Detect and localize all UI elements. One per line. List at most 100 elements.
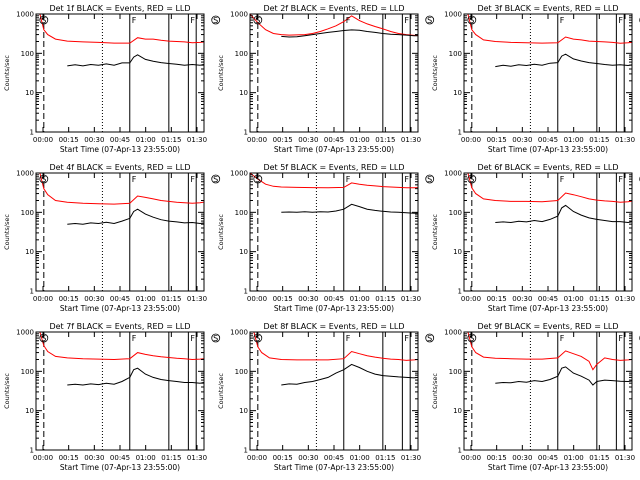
flag-s-marker [253, 174, 263, 184]
y-tick-label: 100 [235, 209, 248, 217]
x-tick-label: 00:00 [247, 454, 267, 462]
x-tick-label: 00:45 [324, 454, 344, 462]
x-tick-label: 01:15 [161, 136, 181, 144]
x-tick-label: 00:30 [512, 295, 532, 303]
x-tick-label: 00:00 [33, 295, 53, 303]
flag-s-marker [39, 333, 49, 343]
panel-title: Det 5f BLACK = Events, RED = LLD [263, 163, 404, 172]
flag-label: S [255, 175, 260, 184]
flag-s-marker [211, 174, 221, 184]
series-lld [36, 332, 204, 361]
flag-label: F [560, 175, 565, 184]
x-tick-label: 01:30 [187, 136, 207, 144]
panel-title: Det 4f BLACK = Events, RED = LLD [49, 163, 190, 172]
panel-det-4: Det 4f BLACK = Events, RED = LLD Counts/s… [3, 163, 221, 313]
x-tick-label: 00:30 [84, 295, 104, 303]
panel-title: Det 3f BLACK = Events, RED = LLD [477, 4, 618, 13]
plot-area [464, 173, 632, 291]
y-tick-label: 1 [244, 288, 248, 296]
x-tick-label: 00:15 [273, 136, 293, 144]
x-tick-label: 00:00 [461, 136, 481, 144]
panel-title: Det 1f BLACK = Events, RED = LLD [49, 4, 190, 13]
x-tick-label: 00:45 [538, 454, 558, 462]
plot-area [36, 173, 204, 291]
panel-det-9: Det 9f BLACK = Events, RED = LLD Counts/s… [431, 322, 640, 472]
x-tick-label: 01:15 [161, 454, 181, 462]
y-tick-label: 100 [449, 50, 462, 58]
y-tick-label: 1000 [230, 329, 248, 337]
x-tick-label: 01:00 [136, 454, 156, 462]
x-axis-label: Start Time (07-Apr-13 23:55:00) [488, 463, 608, 472]
x-tick-label: 01:15 [161, 295, 181, 303]
flag-s-marker [425, 15, 435, 25]
flag-label: F [190, 16, 195, 25]
flag-label: F [132, 16, 137, 25]
plot-frame [463, 331, 633, 451]
flag-label: F [618, 334, 623, 343]
y-tick-label: 1000 [16, 170, 34, 178]
y-tick-label: 1 [30, 129, 34, 137]
y-axis-label: Counts/sec [431, 55, 439, 91]
x-tick-label: 01:00 [350, 295, 370, 303]
y-tick-label: 10 [453, 407, 462, 415]
y-tick-label: 100 [235, 50, 248, 58]
panel-det-7: Det 7f BLACK = Events, RED = LLD Counts/s… [3, 322, 221, 472]
y-axis-label: Counts/sec [217, 214, 225, 250]
plot-area [250, 14, 418, 132]
x-tick-label: 00:15 [487, 454, 507, 462]
y-tick-label: 10 [25, 89, 34, 97]
y-tick-label: 10 [25, 248, 34, 256]
x-tick-label: 00:30 [84, 454, 104, 462]
panel-title: Det 8f BLACK = Events, RED = LLD [263, 322, 404, 331]
x-tick-label: 01:30 [615, 136, 635, 144]
plot-frame [35, 331, 205, 451]
x-tick-label: 00:45 [538, 136, 558, 144]
plot-frame [463, 172, 633, 292]
y-tick-label: 1 [458, 129, 462, 137]
y-tick-label: 1000 [444, 170, 462, 178]
y-tick-label: 1 [30, 288, 34, 296]
series-lld [250, 14, 418, 36]
flag-s-marker [467, 15, 477, 25]
y-axis-label: Counts/sec [217, 373, 225, 409]
flag-label: S [469, 16, 474, 25]
x-tick-label: 00:15 [59, 454, 79, 462]
x-tick-label: 01:30 [187, 295, 207, 303]
y-tick-label: 10 [239, 407, 248, 415]
x-tick-label: 00:15 [487, 136, 507, 144]
plot-area [36, 332, 204, 450]
plot-area [250, 332, 418, 450]
x-tick-label: 00:30 [84, 136, 104, 144]
flag-label: F [346, 334, 351, 343]
series-lld [464, 173, 632, 203]
series-lld [36, 14, 204, 44]
y-axis-label: Counts/sec [3, 373, 11, 409]
x-tick-label: 00:45 [324, 136, 344, 144]
x-tick-label: 01:30 [401, 454, 421, 462]
x-tick-label: 00:30 [298, 454, 318, 462]
flag-s-marker [467, 174, 477, 184]
flag-label: S [427, 16, 432, 25]
x-axis-label: Start Time (07-Apr-13 23:55:00) [274, 304, 394, 313]
x-tick-label: 01:15 [375, 295, 395, 303]
y-tick-label: 100 [235, 368, 248, 376]
y-tick-label: 1 [458, 447, 462, 455]
x-tick-label: 00:30 [512, 136, 532, 144]
x-tick-label: 01:15 [589, 136, 609, 144]
x-tick-label: 00:45 [110, 454, 130, 462]
flag-label: F [404, 16, 409, 25]
plot-frame [249, 172, 419, 292]
y-tick-label: 1000 [16, 11, 34, 19]
x-tick-label: 01:00 [564, 295, 584, 303]
y-tick-label: 100 [21, 209, 34, 217]
series-lld [250, 173, 418, 189]
x-tick-label: 00:00 [247, 295, 267, 303]
flag-label: F [190, 334, 195, 343]
x-tick-label: 01:00 [350, 454, 370, 462]
x-tick-label: 00:00 [33, 454, 53, 462]
x-tick-label: 00:00 [461, 454, 481, 462]
flag-label: F [618, 16, 623, 25]
series-events [495, 204, 632, 224]
x-tick-label: 00:45 [538, 295, 558, 303]
x-tick-label: 01:15 [375, 136, 395, 144]
